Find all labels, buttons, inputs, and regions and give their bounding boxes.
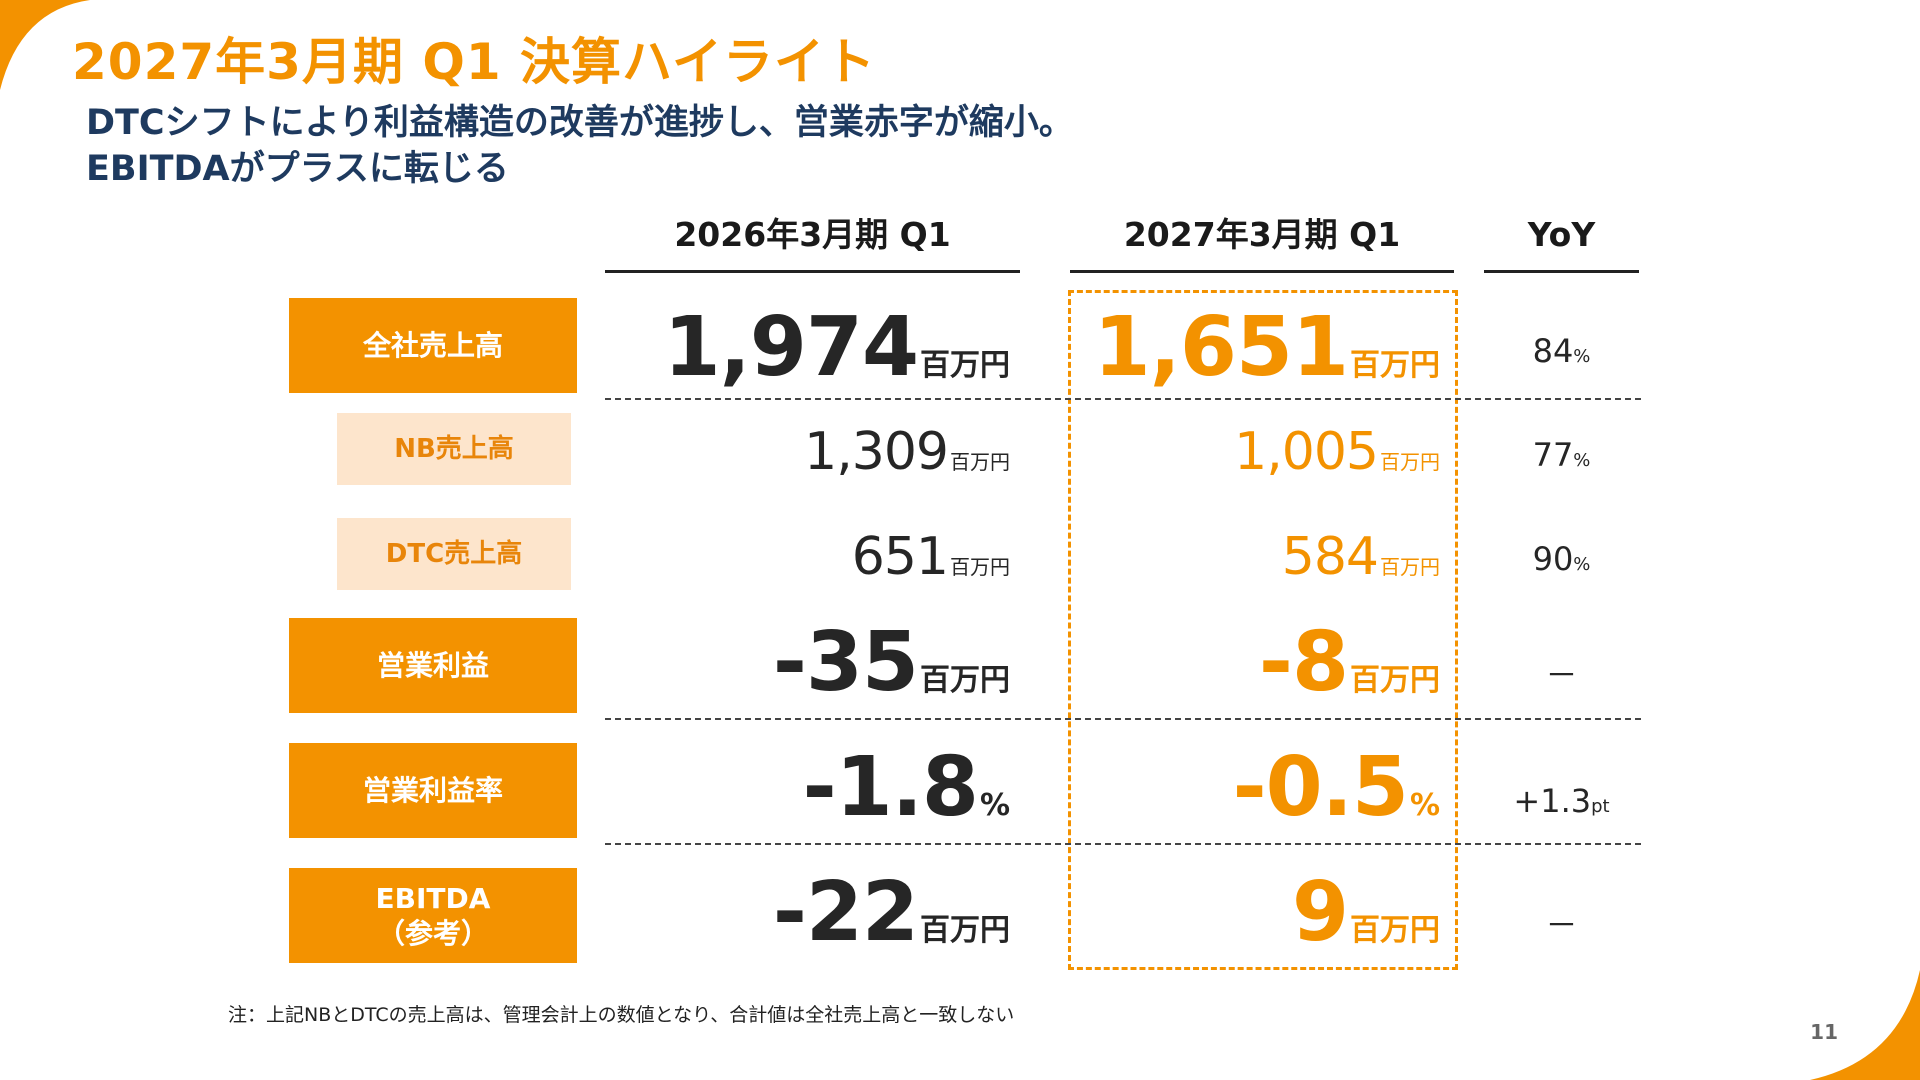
value-unit: 百万円 <box>920 348 1010 383</box>
value-number: -22 <box>772 865 919 960</box>
yoy-number: 90 <box>1532 540 1574 578</box>
value-operating-margin-prev: -1.8% <box>605 740 1010 835</box>
subtitle-line-2: EBITDAがプラスに転じる <box>86 149 509 189</box>
value-ebitda-prev: -22百万円 <box>605 865 1010 960</box>
value-dtc-sales-prev: 651 百万円 <box>605 527 1010 587</box>
current-period-highlight <box>1068 290 1458 970</box>
value-unit: 百万円 <box>1350 913 1440 948</box>
value-number: 1,005 <box>1234 422 1379 482</box>
value-number: 1,974 <box>663 300 919 395</box>
yoy-total-sales: 84% <box>1484 332 1639 370</box>
value-unit: 百万円 <box>920 913 1010 948</box>
yoy-number: +1.3 <box>1513 782 1592 820</box>
value-number: -8 <box>1258 615 1349 710</box>
row-label-operating-margin: 営業利益率 <box>289 743 577 838</box>
value-number: -1.8 <box>802 740 979 835</box>
yoy-ebitda: － <box>1484 900 1639 946</box>
value-total-sales-curr: 1,651百万円 <box>1070 300 1440 395</box>
corner-decoration-bottom-right <box>1810 970 1920 1080</box>
yoy-unit: % <box>1573 346 1591 367</box>
value-number: 584 <box>1281 527 1379 587</box>
value-number: 1,309 <box>804 422 949 482</box>
row-label-ebitda-line-2: （参考） <box>376 916 489 950</box>
row-label-ebitda-line-1: EBITDA <box>375 881 491 915</box>
yoy-unit: % <box>1573 450 1591 471</box>
footnote: 注：上記NBとDTCの売上高は、管理会計上の数値となり、合計値は全社売上高と一致… <box>228 1004 1015 1026</box>
value-unit: % <box>979 788 1010 823</box>
row-label-ebitda: EBITDA （参考） <box>289 868 577 963</box>
value-unit: 百万円 <box>1350 348 1440 383</box>
yoy-number: － <box>1545 656 1578 694</box>
page-title: 2027年3月期 Q1 決算ハイライト <box>72 33 877 91</box>
value-unit: 百万円 <box>1380 555 1440 579</box>
row-label-total-sales: 全社売上高 <box>289 298 577 393</box>
page-number: 11 <box>1810 1020 1838 1044</box>
yoy-number: 77 <box>1532 436 1574 474</box>
yoy-number: － <box>1545 906 1578 944</box>
value-number: 9 <box>1291 865 1349 960</box>
value-operating-margin-curr: -0.5% <box>1070 740 1440 835</box>
row-divider <box>605 398 1641 400</box>
value-operating-profit-curr: -8百万円 <box>1070 615 1440 710</box>
row-label-operating-profit: 営業利益 <box>289 618 577 713</box>
value-unit: 百万円 <box>1350 663 1440 698</box>
value-unit: 百万円 <box>950 555 1010 579</box>
value-dtc-sales-curr: 584 百万円 <box>1070 527 1440 587</box>
row-divider <box>605 843 1641 845</box>
value-unit: 百万円 <box>920 663 1010 698</box>
column-header-curr: 2027年3月期 Q1 <box>1070 210 1454 273</box>
yoy-nb-sales: 77% <box>1484 436 1639 474</box>
value-number: 1,651 <box>1093 300 1349 395</box>
yoy-operating-profit: － <box>1484 650 1639 696</box>
corner-decoration-top-left <box>0 0 90 90</box>
column-header-prev: 2026年3月期 Q1 <box>605 210 1020 273</box>
yoy-number: 84 <box>1532 332 1574 370</box>
row-label-nb-sales: NB売上高 <box>337 413 571 485</box>
value-unit: % <box>1409 788 1440 823</box>
value-unit: 百万円 <box>950 450 1010 474</box>
page-subtitle: DTCシフトにより利益構造の改善が進捗し、営業赤字が縮小。 EBITDAがプラス… <box>86 100 1074 192</box>
value-number: -0.5 <box>1232 740 1409 835</box>
yoy-unit: pt <box>1591 796 1610 817</box>
row-divider <box>605 718 1641 720</box>
row-label-dtc-sales: DTC売上高 <box>337 518 571 590</box>
yoy-operating-margin: +1.3pt <box>1484 782 1639 820</box>
value-number: -35 <box>772 615 919 710</box>
value-number: 651 <box>851 527 949 587</box>
value-unit: 百万円 <box>1380 450 1440 474</box>
column-header-yoy: YoY <box>1484 210 1639 273</box>
value-total-sales-prev: 1,974百万円 <box>605 300 1010 395</box>
subtitle-line-1: DTCシフトにより利益構造の改善が進捗し、営業赤字が縮小。 <box>86 103 1074 143</box>
yoy-dtc-sales: 90% <box>1484 540 1639 578</box>
yoy-unit: % <box>1573 554 1591 575</box>
value-operating-profit-prev: -35百万円 <box>605 615 1010 710</box>
value-ebitda-curr: 9百万円 <box>1070 865 1440 960</box>
value-nb-sales-curr: 1,005 百万円 <box>1070 422 1440 482</box>
value-nb-sales-prev: 1,309 百万円 <box>605 422 1010 482</box>
